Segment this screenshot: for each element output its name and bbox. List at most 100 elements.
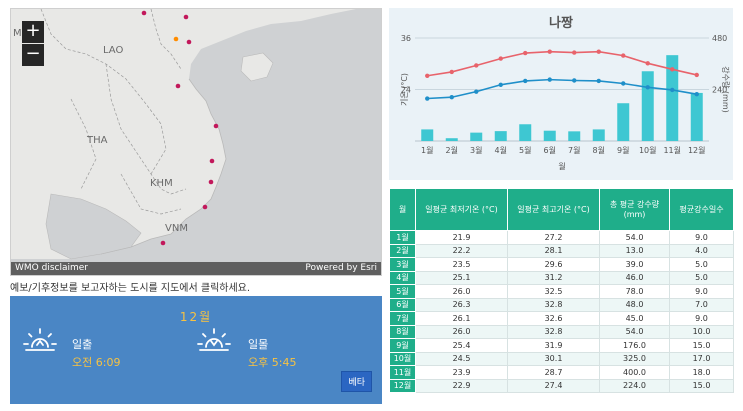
table-cell: 31.9 <box>507 338 600 353</box>
table-row: 8월 26.0 32.8 54.0 10.0 <box>389 324 734 339</box>
sunset-icon <box>197 328 231 351</box>
table-cell: 9.0 <box>669 311 734 326</box>
min-temp-point <box>474 89 479 94</box>
table-cell: 25.1 <box>415 270 508 285</box>
zoom-in-button[interactable]: + <box>22 21 44 43</box>
max-temp-point <box>449 69 454 75</box>
table-cell: 15.0 <box>669 378 734 393</box>
precip-bar <box>543 130 556 141</box>
table-cell: 13.0 <box>599 243 670 258</box>
max-temp-point <box>547 49 552 54</box>
island-shape <box>240 52 274 82</box>
table-cell: 24.5 <box>415 351 508 366</box>
row-month-cell: 12월 <box>389 378 416 393</box>
map-view[interactable]: MM LAO THA KHM VNM + − WMO disclaimer Po… <box>10 8 382 276</box>
table-cell: 22.2 <box>415 243 508 258</box>
table-row: 12월 22.9 27.4 224.0 15.0 <box>389 378 734 393</box>
max-temp-point <box>670 67 675 72</box>
table-cell: 22.9 <box>415 378 508 393</box>
table-cell: 325.0 <box>599 351 670 366</box>
table-cell: 27.4 <box>507 378 600 393</box>
min-temp-point <box>694 92 699 97</box>
y-left-tick-label: 36 <box>401 34 411 43</box>
row-month-cell: 8월 <box>389 324 416 339</box>
y-right-tick-label: 480 <box>712 34 727 43</box>
precip-bar <box>690 92 703 141</box>
header-month: 월 <box>389 188 416 231</box>
min-temp-point <box>523 78 528 84</box>
zoom-out-button[interactable]: − <box>22 44 44 66</box>
table-cell: 17.0 <box>669 351 734 366</box>
header-rain-days: 평균강수일수 <box>669 188 734 231</box>
table-cell: 176.0 <box>599 338 670 353</box>
precip-bar <box>617 103 630 141</box>
table-cell: 4.0 <box>669 243 734 258</box>
table-row: 7월 26.1 32.6 45.0 9.0 <box>389 311 734 326</box>
climate-table-wrapper: 월 일평균 최저기온 (°C) 일평균 최고기온 (°C) 총 평균 강수량 (… <box>389 188 734 393</box>
y-right-axis-title: 강수량 (mm) <box>721 66 731 112</box>
sun-month-label: 12월 <box>179 310 213 324</box>
table-cell: 45.0 <box>599 311 670 326</box>
sunrise-time: 오전 6:09 <box>72 356 121 369</box>
table-cell: 15.0 <box>669 338 734 353</box>
x-tick-label: 9월 <box>617 145 629 155</box>
min-temp-point <box>621 81 626 86</box>
table-cell: 25.4 <box>415 338 508 353</box>
x-tick-label: 12월 <box>688 145 706 155</box>
x-tick-label: 10월 <box>639 145 657 155</box>
table-cell: 29.6 <box>507 257 600 272</box>
table-cell: 26.0 <box>415 324 508 339</box>
city-title: 나짱 <box>549 16 573 31</box>
max-temp-point <box>694 72 699 78</box>
precip-bar <box>568 131 581 141</box>
table-cell: 32.6 <box>507 311 600 326</box>
table-cell: 9.0 <box>669 230 734 245</box>
table-cell: 23.5 <box>415 257 508 272</box>
table-row: 3월 23.5 29.6 39.0 5.0 <box>389 257 734 272</box>
x-tick-label: 8월 <box>593 145 605 155</box>
esri-attribution: Powered by Esri <box>305 263 377 273</box>
table-cell: 5.0 <box>669 270 734 285</box>
x-tick-label: 3월 <box>470 145 482 155</box>
map-label-mm: MM <box>13 28 30 39</box>
table-cell: 224.0 <box>599 378 670 393</box>
map-hint-text: 예보/기후정보를 보고자하는 도시를 지도에서 클릭하세요. <box>10 283 251 294</box>
row-month-cell: 1월 <box>389 230 416 245</box>
table-cell: 21.9 <box>415 230 508 245</box>
row-month-cell: 4월 <box>389 270 416 285</box>
table-cell: 28.1 <box>507 243 600 258</box>
x-tick-label: 4월 <box>495 145 507 155</box>
precip-bar <box>494 131 507 141</box>
table-cell: 26.0 <box>415 284 508 299</box>
table-row: 9월 25.4 31.9 176.0 15.0 <box>389 338 734 353</box>
max-temp-line <box>427 50 697 77</box>
sun-panel: 12월 일출 오전 6:09 일몰 오후 5:45 베타 <box>10 296 382 404</box>
row-month-cell: 10월 <box>389 351 416 366</box>
table-cell: 48.0 <box>599 297 670 312</box>
beta-button[interactable]: 베타 <box>341 371 372 392</box>
table-row: 10월 24.5 30.1 325.0 17.0 <box>389 351 734 366</box>
table-cell: 26.1 <box>415 311 508 326</box>
precip-bar <box>592 129 605 141</box>
min-temp-point <box>425 96 430 101</box>
max-temp-point <box>621 53 626 58</box>
min-temp-point <box>449 95 454 100</box>
map-label-tha: THA <box>87 135 108 146</box>
max-temp-point <box>474 63 479 68</box>
min-temp-point <box>498 82 503 87</box>
table-row: 5월 26.0 32.5 78.0 9.0 <box>389 284 734 299</box>
table-cell: 10.0 <box>669 324 734 339</box>
table-cell: 32.8 <box>507 297 600 312</box>
header-min-temp: 일평균 최저기온 (°C) <box>415 188 508 231</box>
min-temp-point <box>572 78 577 83</box>
max-temp-point <box>523 50 528 56</box>
coastline <box>100 78 227 255</box>
gulf-area <box>45 193 142 260</box>
max-temp-point <box>645 61 650 66</box>
table-cell: 54.0 <box>599 324 670 339</box>
table-cell: 46.0 <box>599 270 670 285</box>
wmo-disclaimer-link[interactable]: WMO disclaimer <box>15 263 88 273</box>
map-canvas[interactable] <box>11 9 382 276</box>
min-temp-point <box>645 85 650 90</box>
table-cell: 39.0 <box>599 257 670 272</box>
